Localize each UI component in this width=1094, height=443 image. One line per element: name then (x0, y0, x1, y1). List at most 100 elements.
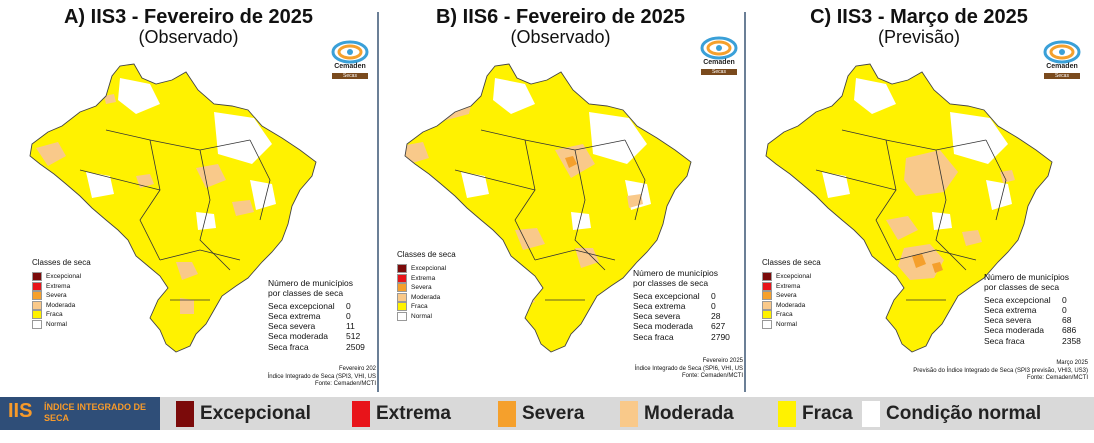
panel-divider-1 (377, 12, 379, 392)
legend-item: Normal (397, 311, 456, 322)
legend-swatch (397, 283, 407, 293)
cemaden-logo: Cemaden Secas (330, 40, 370, 88)
stats-value: 0 (346, 300, 351, 311)
state-boundary (249, 139, 271, 221)
stats-label: Seca moderada (984, 325, 1045, 336)
stats-header-line: Número de municípios (633, 268, 719, 278)
map-footer: Fevereiro 2025 Índice Integrado de Seca (… (635, 358, 743, 381)
state-boundary (574, 149, 606, 271)
legend-label: Severa (46, 292, 67, 300)
legend-label: Moderada (776, 301, 806, 309)
iis-badge: IIS ÍNDICE INTEGRADO DE SECA (0, 397, 160, 430)
stats-row: Seca excepcional 0 (984, 295, 1081, 305)
drought-area (36, 142, 66, 166)
stats-header: Número de municípios por classes de seca (984, 272, 1081, 293)
stats-label: Seca extrema (984, 304, 1037, 315)
map-panel-1: A) IIS3 - Fevereiro de 2025 (Observado) Ce… (0, 0, 377, 395)
normal-area (589, 112, 647, 164)
footer-line: Fevereiro 2025 (702, 358, 743, 364)
legend-swatch (32, 281, 42, 291)
cemaden-logo: Cemaden Secas (1042, 40, 1082, 88)
legend-swatch (32, 319, 42, 329)
legend-swatch (32, 291, 42, 301)
normal-area (214, 112, 272, 164)
stats-label: Seca extrema (633, 300, 686, 311)
legend-label: Normal (411, 312, 432, 320)
legend-label: Fraca (46, 311, 63, 319)
panel-title: A) IIS3 - Fevereiro de 2025 (63, 6, 313, 28)
drought-area (565, 156, 577, 168)
drought-area (1000, 170, 1015, 183)
bottom-legend-item: Excepcional (176, 397, 311, 430)
legend-item: Extrema (762, 281, 821, 292)
footer-line: Fonte: Cemaden/MCTI (1026, 375, 1088, 381)
drought-area (912, 254, 926, 268)
drought-area (232, 200, 254, 216)
legend-item: Severa (32, 291, 91, 301)
cemaden-emblem-icon (700, 36, 738, 60)
bottom-legend-item: Moderada (620, 397, 734, 430)
state-boundary (624, 139, 646, 221)
legend-label: Excepcional (776, 273, 812, 281)
normal-area (250, 180, 276, 210)
stats-label: Seca excepcional (984, 294, 1051, 305)
state-boundary (841, 129, 987, 151)
normal-area (118, 78, 160, 114)
municipality-stats: Número de municípios por classes de seca S… (633, 268, 730, 342)
bottom-legend-item: Extrema (352, 397, 451, 430)
drought-area (445, 88, 461, 104)
normal-area (822, 172, 850, 198)
stats-label: Seca fraca (633, 331, 674, 342)
logo-tag: Secas (701, 69, 737, 75)
iis-full-name: ÍNDICE INTEGRADO DE SECA (44, 402, 147, 423)
stats-row: Seca extrema 0 (268, 311, 365, 321)
stats-row: Seca fraca 2509 (268, 342, 365, 352)
footer-line: Previsão do Índice Integrado de Seca (SP… (913, 367, 1088, 374)
map-panel-3: C) IIS3 - Março de 2025 (Previsão) Cemaden… (744, 0, 1094, 395)
stats-value: 686 (1062, 325, 1077, 336)
bottom-legend-bar: IIS ÍNDICE INTEGRADO DE SECA Excepcional… (0, 397, 1094, 430)
legend-swatch (762, 272, 772, 282)
stats-row: Seca moderada 686 (984, 325, 1081, 335)
legend-label: Extrema (411, 274, 436, 282)
legend-swatch (32, 310, 42, 320)
legend-item: Fraca (32, 310, 91, 320)
footer-line: Março 2025 (1056, 360, 1088, 366)
stats-value: 11 (346, 321, 355, 332)
stats-row: Seca severa 68 (984, 315, 1081, 325)
bottom-legend-item: Condição normal (862, 397, 1041, 430)
map-footer: Fevereiro 202 Índice Integrado de Seca (S… (268, 366, 376, 389)
legend-label: Extrema (46, 282, 71, 290)
bottom-legend-item: Fraca (778, 397, 853, 430)
state-boundary (159, 249, 241, 261)
cemaden-emblem-icon (331, 40, 369, 64)
bottom-legend-label: Extrema (376, 402, 451, 424)
legend-title: Classes de seca (762, 258, 821, 267)
legend-swatch (32, 300, 42, 310)
drought-area (196, 164, 226, 188)
bottom-legend-swatch (620, 400, 638, 427)
stats-row: Seca excepcional 0 (633, 291, 730, 301)
legend-item: Moderada (32, 300, 91, 311)
footer-line: Fonte: Cemaden/MCTI (314, 381, 376, 387)
state-boundary (454, 169, 536, 191)
stats-header: Número de municípios por classes de seca (268, 278, 365, 299)
stats-header-line: Número de municípios (984, 272, 1070, 282)
legend-item: Normal (32, 319, 91, 330)
panel-subtitle: (Observado) (510, 27, 611, 47)
stats-header-line: Número de municípios (268, 278, 354, 288)
state-boundary (105, 129, 251, 151)
country-outline (765, 63, 1053, 353)
drought-area (962, 230, 982, 246)
state-boundary (514, 139, 536, 261)
state-boundary (480, 129, 626, 151)
stats-row: Seca extrema 0 (984, 305, 1081, 315)
legend-label: Fraca (411, 303, 428, 311)
bottom-legend-swatch (352, 400, 370, 427)
legend-label: Moderada (411, 293, 441, 301)
stats-value: 2509 (346, 341, 365, 352)
logo-tag: Secas (1044, 73, 1080, 79)
legend-label: Excepcional (46, 273, 82, 281)
map-panel-2: B) IIS6 - Fevereiro de 2025 (Observado) Ce… (377, 0, 744, 395)
brazil-drought-map (765, 63, 1053, 353)
